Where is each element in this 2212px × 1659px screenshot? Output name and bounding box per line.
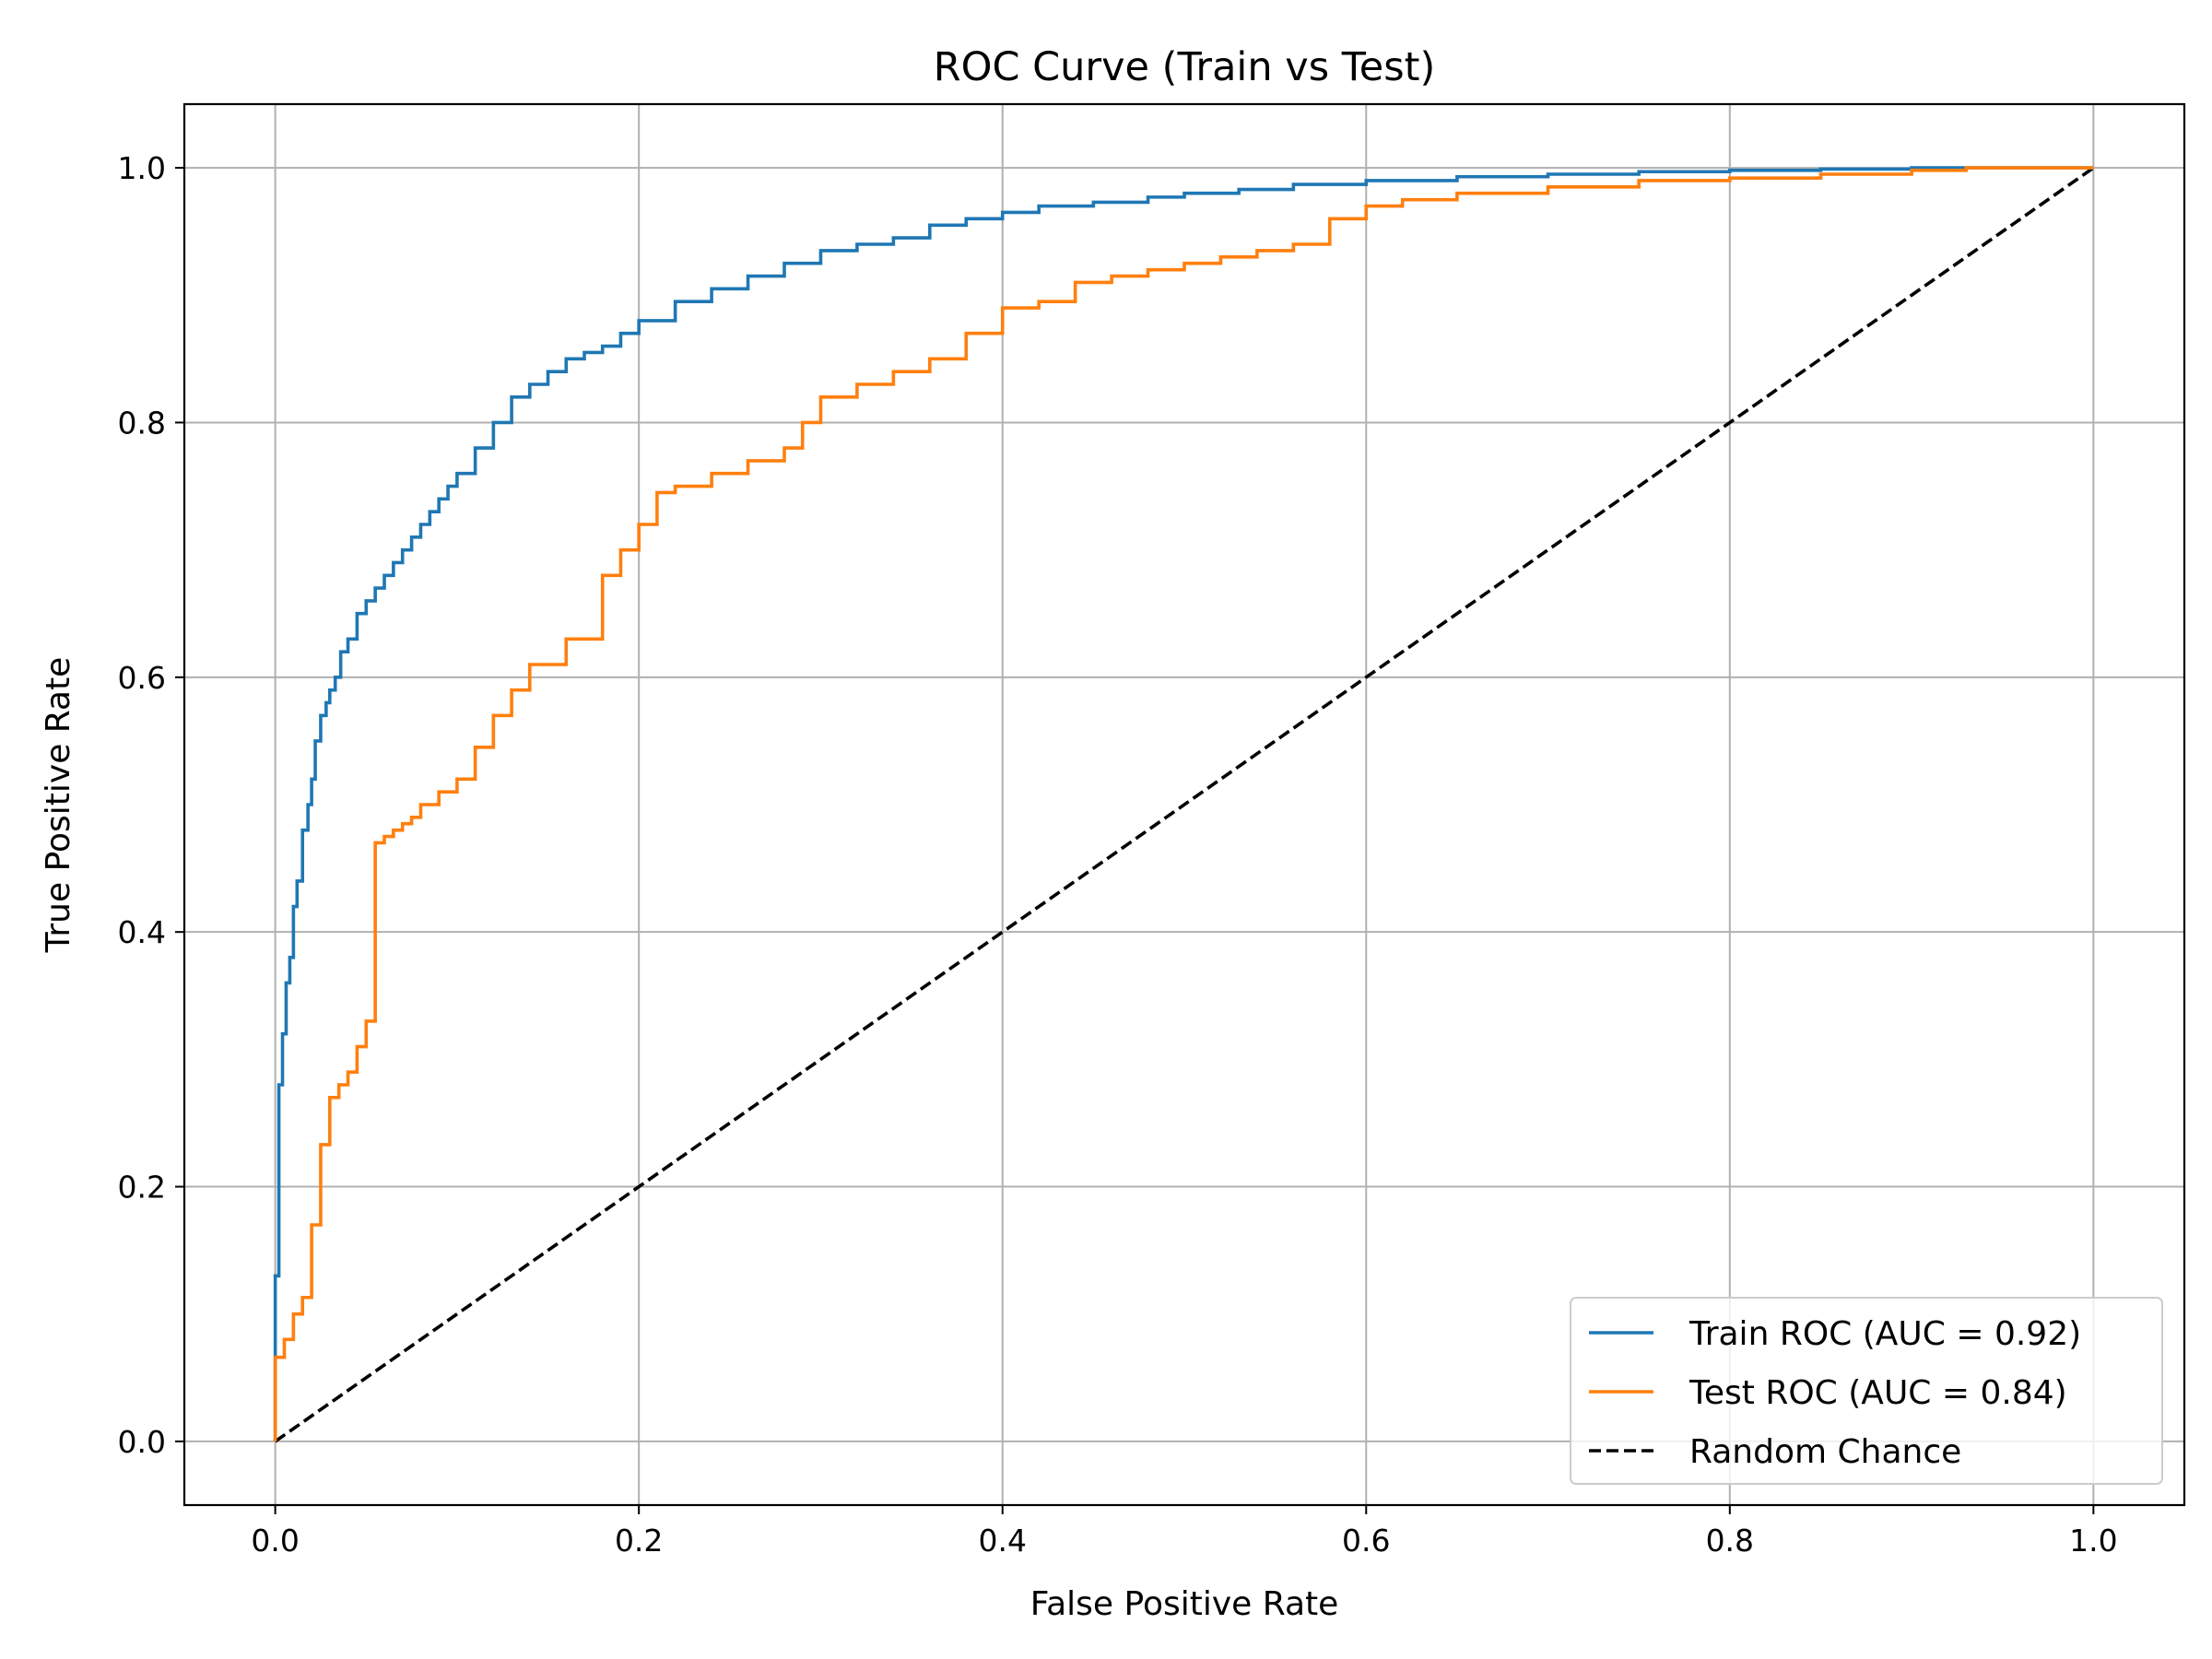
y-tick-label: 0.6 [118,660,166,696]
legend-label: Train ROC (AUC = 0.92) [1688,1315,2081,1353]
x-tick-label: 0.2 [615,1523,663,1559]
legend-label: Test ROC (AUC = 0.84) [1688,1374,2067,1412]
x-tick-label: 0.8 [1706,1523,1754,1559]
x-tick-label: 0.4 [978,1523,1026,1559]
legend: Train ROC (AUC = 0.92) Test ROC (AUC = 0.… [1570,1297,2163,1485]
chart-title: ROC Curve (Train vs Test) [934,44,1436,90]
x-tick-label: 0.6 [1342,1523,1390,1559]
grid [184,104,2184,1505]
x-tick-label: 1.0 [2069,1523,2117,1559]
x-axis-label: False Positive Rate [1030,1585,1339,1623]
test-roc-line [273,166,2094,1441]
x-tick-label: 0.0 [251,1523,299,1559]
y-tick-label: 0.8 [118,405,166,441]
y-tick-label: 1.0 [118,150,166,186]
y-tick-label: 0.2 [118,1170,166,1206]
y-tick-label: 0.4 [118,914,166,950]
legend-label: Random Chance [1689,1433,1961,1471]
roc-series [273,166,2094,1441]
random-chance-series [274,166,2095,1443]
random-chance-line [274,166,2095,1443]
legend-box [1570,1297,2163,1485]
y-tick-label: 0.0 [118,1424,166,1460]
axis-ticks: 0.0 0.2 0.4 0.6 0.8 1.0 0.0 0.2 0.4 0.6 0.8 1.0 [118,150,2118,1559]
train-roc-line [273,166,2094,1441]
y-axis-label: True Positive Rate [40,657,77,954]
plot-area-frame [182,102,2186,1507]
